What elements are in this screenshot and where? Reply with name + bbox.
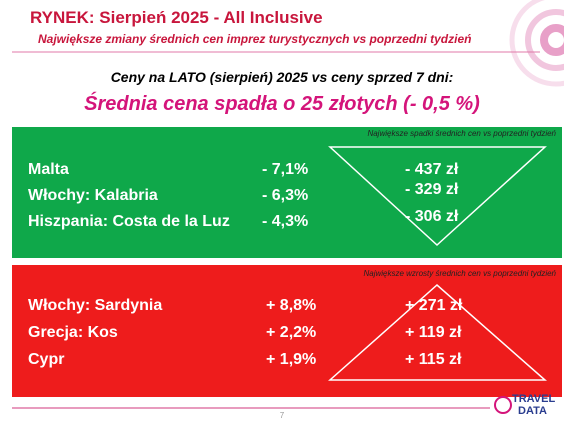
amount: + 271 zł (405, 297, 463, 314)
headline: Średnia cena spadła o 25 złotych (- 0,5 … (84, 91, 480, 115)
percent: - 6,3% (262, 187, 308, 204)
caption: Największe wzrosty średnich cen vs poprz… (363, 269, 556, 278)
subtitle: Największe zmiany średnich cen imprez tu… (38, 32, 471, 46)
logo-text: TRAVEL (512, 393, 555, 405)
destination: Włochy: Kalabria (28, 187, 158, 204)
amount: - 329 zł (405, 181, 459, 198)
destination: Grecja: Kos (28, 324, 118, 341)
caption: Największe spadki średnich cen vs poprze… (367, 129, 556, 138)
logo-text: DATA (518, 405, 547, 417)
amount: - 437 zł (405, 161, 459, 178)
triangle (328, 146, 547, 247)
title: RYNEK: Sierpień 2025 - All Inclusive (30, 8, 323, 27)
amount: - 306 zł (405, 208, 459, 225)
logo-mark (494, 396, 512, 414)
percent: - 4,3% (262, 213, 308, 230)
amount: + 119 zł (405, 324, 462, 341)
decreases-panel (12, 127, 562, 258)
destination: Cypr (28, 351, 64, 368)
page-number: 7 (280, 411, 285, 420)
destination: Włochy: Sardynia (28, 297, 162, 314)
destination: Hiszpania: Costa de la Luz (28, 213, 230, 230)
percent: + 1,9% (266, 351, 316, 368)
intro: Ceny na LATO (sierpień) 2025 vs ceny spr… (111, 69, 454, 85)
triangle (328, 283, 547, 381)
percent: + 2,2% (266, 324, 316, 341)
destination: Malta (28, 161, 69, 178)
percent: - 7,1% (262, 161, 308, 178)
increases-panel (12, 265, 562, 397)
percent: + 8,8% (266, 297, 316, 314)
decoration (509, 0, 564, 87)
amount: + 115 zł (405, 351, 462, 368)
